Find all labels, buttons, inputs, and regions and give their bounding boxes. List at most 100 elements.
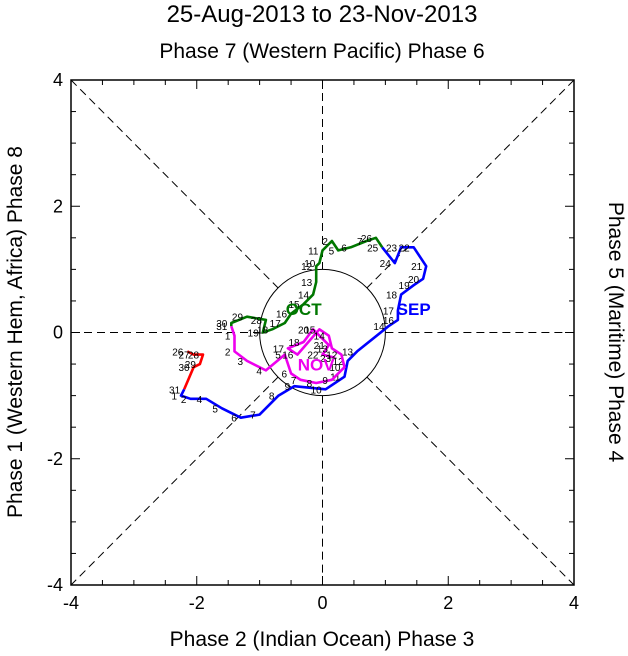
day-label: 22	[307, 351, 319, 362]
day-label: 18	[289, 338, 301, 349]
day-label: 20	[298, 325, 310, 336]
day-label: 6	[341, 243, 347, 254]
day-label: 21	[411, 262, 423, 273]
day-label: 4	[256, 366, 262, 377]
day-label: 28	[188, 351, 200, 362]
day-label: 3	[237, 357, 243, 368]
day-label: 17	[270, 319, 282, 330]
day-label: 15	[289, 300, 301, 311]
day-label: 7	[357, 237, 363, 248]
day-label: 2	[225, 347, 231, 358]
day-label: 11	[308, 246, 319, 257]
x-tick-label: 4	[569, 593, 579, 613]
day-label: 13	[342, 347, 354, 358]
day-label: 5	[212, 404, 218, 415]
day-label: 14	[298, 291, 310, 302]
day-label: 18	[386, 291, 398, 302]
day-label: 5	[329, 246, 335, 257]
day-label: 14	[314, 332, 326, 343]
day-label: 17	[383, 306, 395, 317]
x-tick-label: 0	[317, 593, 327, 613]
day-label: 17	[273, 344, 285, 355]
day-label: 12	[333, 357, 345, 368]
day-label: 16	[276, 310, 288, 321]
x-tick-label: -4	[63, 593, 79, 613]
day-label: 19	[248, 329, 260, 340]
day-label: 7	[250, 411, 256, 422]
day-label: 6	[231, 414, 237, 425]
day-label: 29	[185, 360, 197, 371]
day-label: 18	[257, 325, 269, 336]
day-label: 23	[320, 354, 332, 365]
x-tick-label: -2	[189, 593, 205, 613]
day-label: 15	[304, 325, 316, 336]
day-label: 25	[367, 243, 379, 254]
day-label: 30	[216, 319, 228, 330]
day-label: 29	[232, 313, 244, 324]
day-label: 1	[171, 392, 177, 403]
y-tick-label: 0	[53, 323, 63, 343]
day-label: 10	[304, 259, 316, 270]
day-label: 8	[269, 392, 275, 403]
guide-diagonal-top-right	[366, 79, 575, 289]
day-label: 6	[282, 370, 288, 381]
day-label: 28	[251, 316, 263, 327]
guide-diagonal-top-left	[70, 79, 279, 289]
month-label-oct: OCT	[286, 300, 323, 319]
day-label: 4	[197, 395, 203, 406]
day-label: 12	[301, 262, 313, 273]
day-label: 9	[285, 382, 291, 393]
day-label: 26	[172, 347, 184, 358]
day-label: 8	[307, 379, 313, 390]
day-label: 13	[317, 344, 329, 355]
left-axis-label: Phase 1 (Western Hem, Africa) Phase 8	[4, 146, 27, 518]
series-sep: 1 2 456 789 101112131416171819202122232425SE…	[171, 243, 430, 424]
y-tick-label: 2	[53, 196, 63, 216]
y-tick-label: 4	[53, 70, 63, 90]
day-label: 16	[383, 316, 395, 327]
day-label: 21	[314, 341, 326, 352]
day-label: 22	[399, 243, 411, 254]
series-line-nov	[230, 325, 346, 385]
y-tick-label: -4	[47, 575, 63, 595]
month-label-nov: NOV	[298, 355, 336, 374]
day-label: 2	[181, 395, 187, 406]
day-label: 13	[301, 278, 313, 289]
day-label: 16	[282, 351, 294, 362]
day-label: 19	[399, 281, 411, 292]
unit-circle	[259, 268, 386, 397]
day-label: 7	[291, 376, 297, 387]
month-label-sep: SEP	[397, 300, 431, 319]
series-line-aug	[183, 350, 205, 390]
day-label: 20	[408, 275, 420, 286]
guide-diagonal-bottom-left	[70, 376, 279, 586]
series-line-oct	[230, 236, 384, 334]
bottom-axis-label: Phase 2 (Indian Ocean) Phase 3	[170, 628, 475, 651]
day-label: 2	[322, 237, 328, 248]
day-label: 23	[386, 243, 398, 254]
day-label: 31	[216, 322, 228, 333]
day-label: 26	[361, 234, 373, 245]
day-label: 27	[178, 351, 190, 362]
day-label: 30	[178, 363, 190, 374]
day-label: 12	[326, 351, 338, 362]
day-label: 10	[329, 363, 341, 374]
day-label: 5	[275, 351, 281, 362]
guide-diagonal-bottom-right	[366, 376, 575, 586]
y-tick-label: -2	[47, 449, 63, 469]
series-line-sep	[179, 246, 428, 420]
top-axis-label: Phase 7 (Western Pacific) Phase 6	[159, 40, 484, 63]
phase-guides	[70, 79, 575, 586]
day-label: 11	[330, 373, 341, 384]
day-label: 1	[225, 332, 231, 343]
day-label: 14	[373, 322, 385, 333]
day-label: 9	[322, 376, 328, 387]
right-axis-label: Phase 5 (Maritime) Phase 4	[604, 202, 627, 463]
x-tick-label: 2	[443, 593, 453, 613]
